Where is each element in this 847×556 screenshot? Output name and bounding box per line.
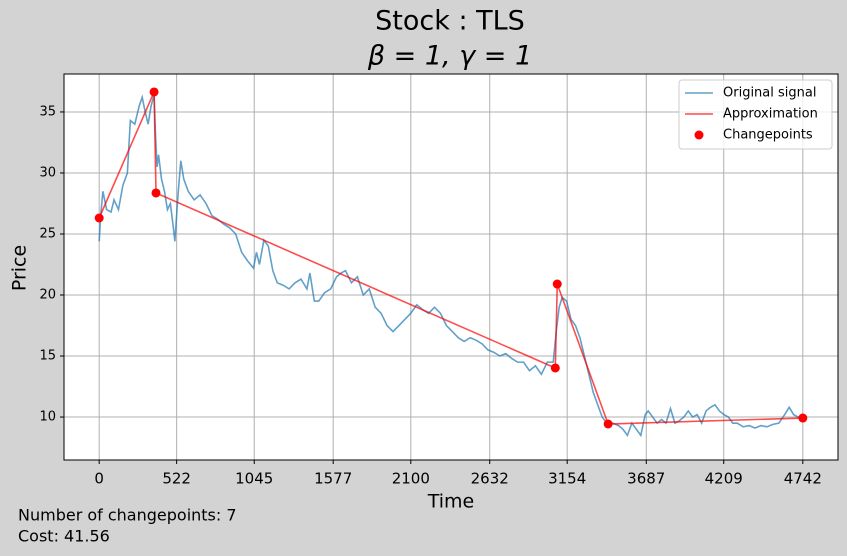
x-axis-label: Time [427, 491, 475, 513]
legend-label: Changepoints [723, 128, 813, 143]
x-tick-label: 3154 [548, 470, 586, 488]
x-tick-label: 3687 [627, 470, 665, 488]
x-tick-label: 2632 [471, 470, 509, 488]
y-tick-label: 20 [39, 288, 56, 303]
chart-subtitle: β = 1, γ = 1 [367, 41, 532, 72]
legend-label: Approximation [723, 107, 818, 122]
x-tick-label: 4742 [784, 470, 822, 488]
changepoint [94, 213, 104, 223]
y-tick-label: 10 [39, 410, 56, 425]
changepoint [151, 188, 161, 198]
changepoint [149, 87, 159, 97]
x-tick-label: 1577 [314, 470, 352, 488]
changepoint [550, 363, 560, 373]
y-axis-label: Price [9, 245, 31, 291]
x-tick-label: 0 [94, 470, 104, 488]
annotation: Cost: 41.56 [18, 527, 110, 546]
y-tick-label: 30 [39, 165, 56, 180]
legend-label: Original signal [723, 86, 816, 101]
y-tick-label: 25 [39, 226, 56, 241]
changepoint [552, 279, 562, 289]
x-tick-label: 2100 [392, 470, 430, 488]
annotation: Number of changepoints: 7 [18, 506, 237, 525]
legend-swatch [694, 130, 704, 140]
chart-title: Stock : TLS [375, 6, 525, 37]
legend-box [678, 79, 833, 150]
changepoint [798, 413, 808, 423]
plot-frame [63, 73, 839, 461]
series-line [98, 94, 803, 438]
changepoint [603, 419, 613, 429]
x-tick-label: 1045 [235, 470, 273, 488]
x-tick-label: 4209 [705, 470, 743, 488]
y-tick-label: 35 [39, 104, 56, 119]
x-tick-label: 522 [162, 470, 191, 488]
y-tick-label: 15 [39, 349, 56, 364]
